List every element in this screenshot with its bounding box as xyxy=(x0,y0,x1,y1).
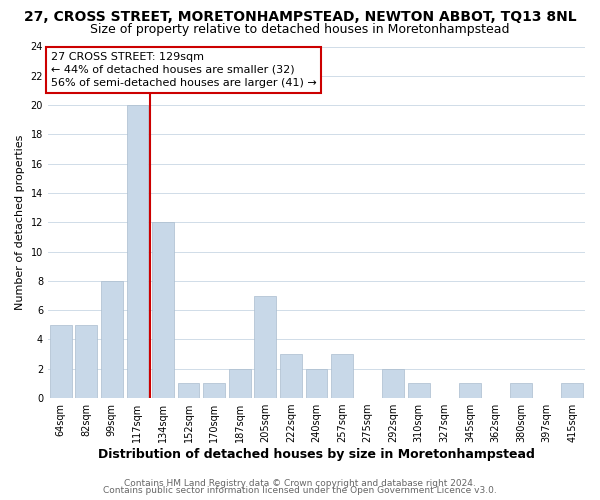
Bar xyxy=(203,384,225,398)
Bar xyxy=(280,354,302,398)
Bar xyxy=(408,384,430,398)
Text: Contains public sector information licensed under the Open Government Licence v3: Contains public sector information licen… xyxy=(103,486,497,495)
X-axis label: Distribution of detached houses by size in Moretonhampstead: Distribution of detached houses by size … xyxy=(98,448,535,461)
Bar xyxy=(562,384,583,398)
Bar xyxy=(459,384,481,398)
Bar xyxy=(127,105,148,398)
Bar xyxy=(305,369,328,398)
Text: Contains HM Land Registry data © Crown copyright and database right 2024.: Contains HM Land Registry data © Crown c… xyxy=(124,478,476,488)
Text: Size of property relative to detached houses in Moretonhampstead: Size of property relative to detached ho… xyxy=(90,22,510,36)
Y-axis label: Number of detached properties: Number of detached properties xyxy=(15,134,25,310)
Bar xyxy=(101,281,123,398)
Bar xyxy=(76,325,97,398)
Text: 27, CROSS STREET, MORETONHAMPSTEAD, NEWTON ABBOT, TQ13 8NL: 27, CROSS STREET, MORETONHAMPSTEAD, NEWT… xyxy=(23,10,577,24)
Bar xyxy=(152,222,174,398)
Bar xyxy=(331,354,353,398)
Bar xyxy=(229,369,251,398)
Bar xyxy=(178,384,199,398)
Bar xyxy=(382,369,404,398)
Bar xyxy=(254,296,276,398)
Bar xyxy=(510,384,532,398)
Text: 27 CROSS STREET: 129sqm
← 44% of detached houses are smaller (32)
56% of semi-de: 27 CROSS STREET: 129sqm ← 44% of detache… xyxy=(50,52,316,88)
Bar xyxy=(50,325,71,398)
